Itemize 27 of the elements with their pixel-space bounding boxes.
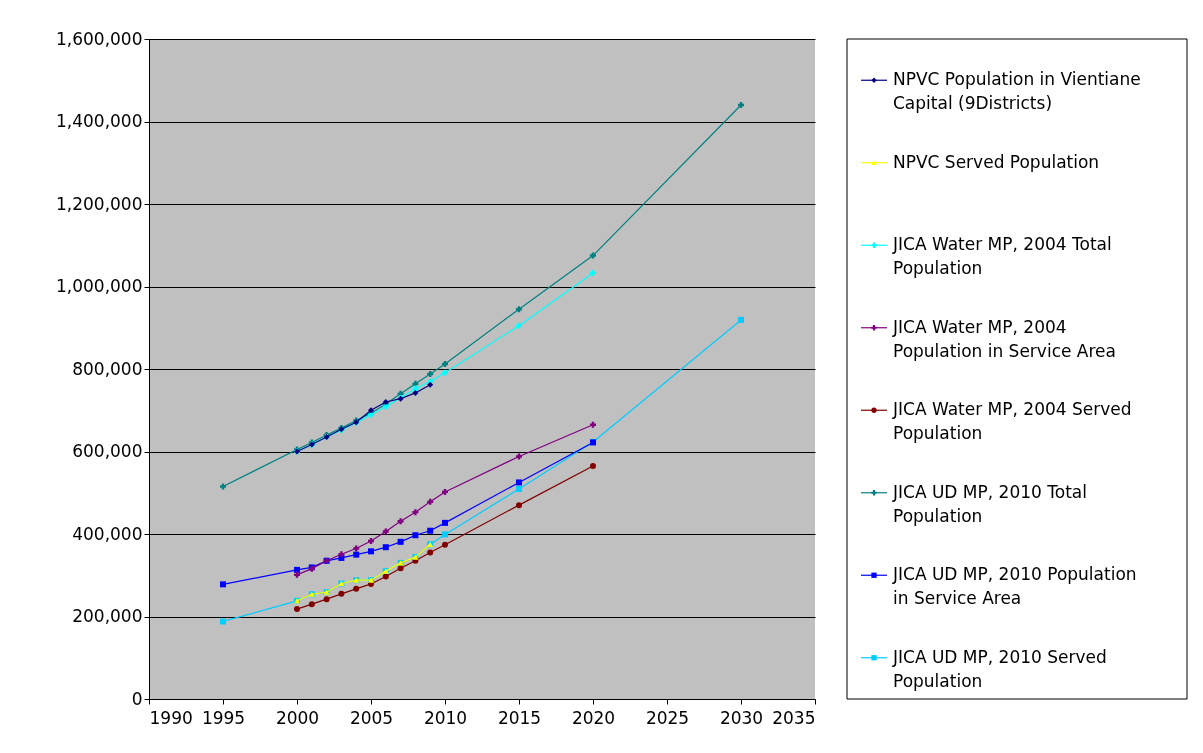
x-tick-label: 2035 [772, 707, 816, 728]
legend-label: JICA UD MP, 2010 Total Population [892, 481, 1087, 526]
y-tick-label: 200,000 [72, 606, 143, 626]
legend-label: JICA UD MP, 2010 Population in Service Area [892, 564, 1137, 609]
y-tick-label: 1,600,000 [55, 28, 143, 49]
x-tick-label: 2010 [423, 707, 468, 728]
y-tick-label: 1,000,000 [55, 276, 143, 296]
legend-label: JICA UD MP, 2010 Served Population [892, 646, 1107, 691]
y-tick-label: 800,000 [72, 358, 143, 379]
y-tick-label: 0 [131, 688, 143, 709]
legend-label: JICA Water MP, 2004 Total Population [892, 234, 1112, 279]
legend-label: NPVC Served Population [893, 151, 1100, 172]
x-tick-label: 2030 [719, 707, 764, 728]
legend-label: JICA Water MP, 2004 Served Population [892, 399, 1132, 444]
legend-label: NPVC Population in Vientiane Capital (9Districts) [893, 69, 1141, 114]
legend-label: JICA Water MP, 2004 Population in Service Area [892, 316, 1116, 361]
x-tick-label: 1990 [149, 707, 193, 728]
x-tick-label: 2000 [275, 707, 320, 728]
x-tick-label: 1995 [201, 707, 246, 728]
x-tick-label: 2005 [349, 707, 394, 728]
y-tick-label: 1,400,000 [55, 111, 143, 131]
x-tick-label: 2015 [497, 707, 542, 728]
x-tick-label: 2025 [645, 707, 690, 728]
y-tick-label: 1,200,000 [55, 193, 143, 214]
y-tick-label: 400,000 [72, 523, 143, 544]
x-tick-label: 2020 [571, 707, 616, 728]
y-tick-label: 600,000 [72, 441, 143, 461]
